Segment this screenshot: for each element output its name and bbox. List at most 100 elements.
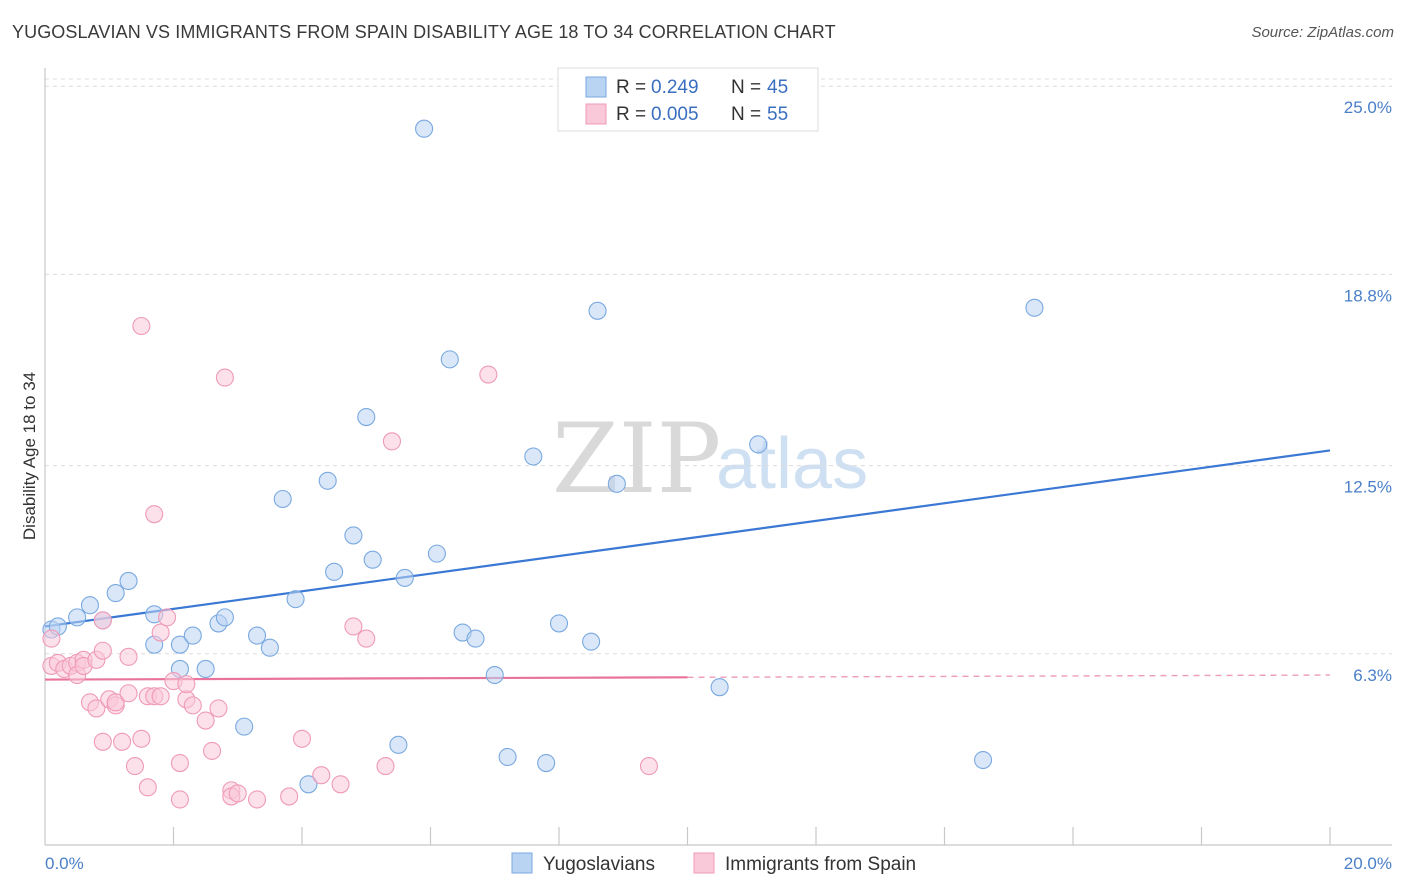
point-yugoslavians <box>318 471 337 490</box>
point-immigrants-from-spain <box>177 675 196 694</box>
point-yugoslavians <box>389 735 408 754</box>
point-yugoslavians <box>485 665 504 685</box>
trend-lines <box>44 449 1331 681</box>
point-immigrants-from-spain <box>42 629 61 648</box>
point-immigrants-from-spain <box>170 790 189 809</box>
point-yugoslavians <box>582 632 601 651</box>
point-yugoslavians <box>524 447 543 466</box>
point-immigrants-from-spain <box>87 699 106 718</box>
point-yugoslavians <box>344 526 363 545</box>
point-yugoslavians <box>273 489 292 509</box>
point-yugoslavians <box>170 635 189 654</box>
point-yugoslavians <box>357 407 376 427</box>
point-immigrants-from-spain <box>357 629 376 648</box>
point-immigrants-from-spain <box>119 684 138 703</box>
point-immigrants-from-spain <box>312 766 331 785</box>
point-immigrants-from-spain <box>170 754 189 773</box>
point-immigrants-from-spain <box>119 647 138 666</box>
x-tick-label-max: 20.0% <box>1344 854 1392 873</box>
point-immigrants-from-spain <box>215 368 234 387</box>
watermark-zip: ZIP <box>552 403 721 515</box>
point-yugoslavians <box>247 626 267 645</box>
point-yugoslavians <box>537 754 556 773</box>
legend-n-value-2: 55 <box>767 104 788 125</box>
point-yugoslavians <box>119 571 138 590</box>
legend-r-label-1: R = <box>616 77 646 98</box>
point-yugoslavians <box>80 596 100 615</box>
legend-n-value-1: 45 <box>767 77 788 98</box>
bottom-legend-label-immigrants: Immigrants from Spain <box>725 854 916 875</box>
point-yugoslavians <box>607 474 626 493</box>
point-immigrants-from-spain <box>106 693 125 712</box>
y-tick-label: 12.5% <box>1344 478 1392 497</box>
y-tick-labels: 6.3% 12.5% 18.8% 25.0% <box>1344 98 1392 685</box>
point-immigrants-from-spain <box>138 778 157 797</box>
point-yugoslavians <box>440 350 459 369</box>
trend-line-1-dashed <box>687 674 1331 679</box>
point-immigrants-from-spain <box>151 623 170 642</box>
point-immigrants-from-spain <box>639 757 659 776</box>
data-points <box>42 119 1044 809</box>
point-yugoslavians <box>498 747 517 767</box>
point-immigrants-from-spain <box>158 608 177 627</box>
point-immigrants-from-spain <box>228 784 247 803</box>
point-yugoslavians <box>299 775 318 794</box>
point-immigrants-from-spain <box>203 741 222 760</box>
point-immigrants-from-spain <box>93 641 112 660</box>
legend: R = 0.249 N = 45 R = 0.005 N = 55 <box>557 67 819 132</box>
point-immigrants-from-spain <box>145 505 164 524</box>
point-yugoslavians <box>235 717 254 736</box>
point-immigrants-from-spain <box>183 696 202 715</box>
point-immigrants-from-spain <box>331 775 350 794</box>
point-yugoslavians <box>215 608 234 627</box>
point-yugoslavians <box>427 544 446 563</box>
point-yugoslavians <box>286 590 305 609</box>
point-yugoslavians <box>325 562 344 581</box>
point-yugoslavians <box>68 608 87 627</box>
point-immigrants-from-spain <box>209 699 228 718</box>
point-yugoslavians <box>749 435 768 454</box>
point-immigrants-from-spain <box>479 365 498 384</box>
point-yugoslavians <box>415 119 434 138</box>
point-immigrants-from-spain <box>382 432 402 451</box>
legend-swatch-immigrants-from-spain <box>585 103 607 125</box>
point-immigrants-from-spain <box>344 617 363 636</box>
y-tick-label: 18.8% <box>1344 286 1392 305</box>
bottom-legend-label-yugoslavians: Yugoslavians <box>543 854 655 875</box>
point-yugoslavians <box>183 626 202 645</box>
point-yugoslavians <box>260 638 279 657</box>
point-yugoslavians <box>196 659 215 679</box>
x-tick-label-min: 0.0% <box>45 854 84 873</box>
point-immigrants-from-spain <box>376 757 395 776</box>
bottom-legend-swatch-immigrants <box>693 852 715 874</box>
axes <box>44 68 1392 846</box>
point-yugoslavians <box>973 750 993 770</box>
watermark-atlas: atlas <box>716 424 868 504</box>
point-yugoslavians <box>466 629 485 648</box>
point-yugoslavians <box>549 614 569 633</box>
chart-title: YUGOSLAVIAN VS IMMIGRANTS FROM SPAIN DIS… <box>12 22 836 42</box>
point-immigrants-from-spain <box>125 757 144 776</box>
chart-source: Source: ZipAtlas.com <box>1251 24 1394 41</box>
point-immigrants-from-spain <box>292 729 312 748</box>
trend-line-0 <box>44 449 1331 628</box>
point-immigrants-from-spain <box>196 711 215 730</box>
legend-r-value-1: 0.249 <box>651 77 699 98</box>
point-immigrants-from-spain <box>280 787 299 806</box>
point-immigrants-from-spain <box>132 729 151 748</box>
y-axis-label: Disability Age 18 to 34 <box>20 372 39 540</box>
trend-line-1-solid <box>44 676 688 681</box>
gridlines <box>45 78 1392 655</box>
legend-r-label-2: R = <box>616 104 646 125</box>
point-yugoslavians <box>395 568 414 587</box>
point-immigrants-from-spain <box>93 732 112 751</box>
point-yugoslavians <box>106 584 125 603</box>
legend-n-label-2: N = <box>731 104 761 125</box>
x-ticks <box>172 827 1331 845</box>
bottom-legend-swatch-yugoslavians <box>511 852 533 874</box>
point-immigrants-from-spain <box>113 732 132 751</box>
y-tick-label: 25.0% <box>1344 98 1392 117</box>
legend-swatch-yugoslavians <box>585 76 607 98</box>
point-yugoslavians <box>363 550 382 569</box>
